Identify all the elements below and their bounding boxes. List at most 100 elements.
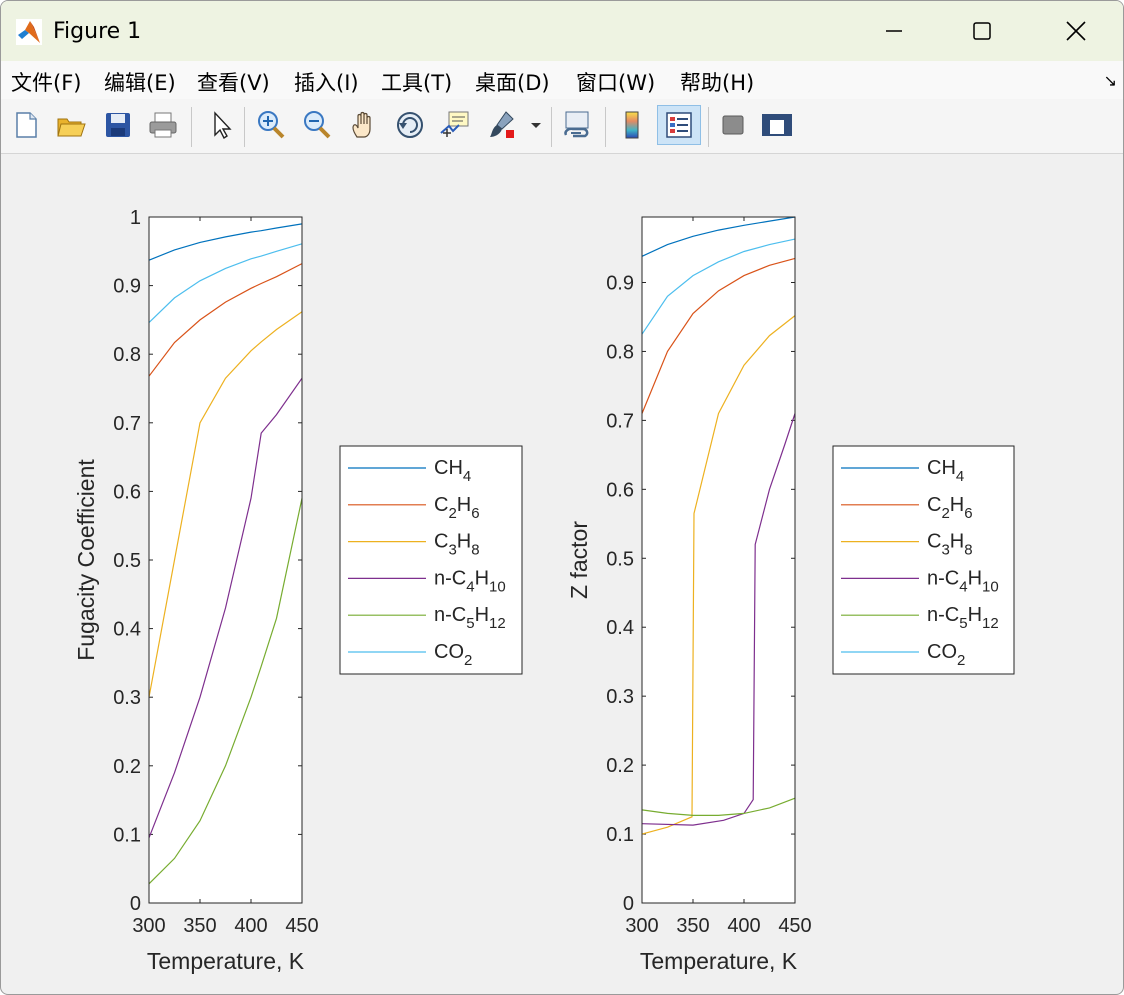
- y-tick-label: 0.1: [113, 824, 141, 846]
- close-button[interactable]: [1053, 15, 1099, 47]
- colorbar-icon[interactable]: [614, 107, 650, 143]
- open-file-icon[interactable]: [53, 107, 89, 143]
- y-tick-label: 0.2: [606, 755, 634, 777]
- show-plot-tools-icon[interactable]: [759, 107, 795, 143]
- pan-hand-icon[interactable]: [346, 107, 382, 143]
- x-tick-label: 450: [285, 915, 318, 937]
- menu-desktop[interactable]: 桌面(D): [475, 71, 550, 95]
- y-tick-label: 0.3: [606, 686, 634, 708]
- series-line-nC5H12: [641, 797, 796, 817]
- legend-entry-CH4: CH4: [927, 457, 964, 485]
- hide-plot-tools-icon[interactable]: [715, 107, 751, 143]
- x-tick-label: 400: [234, 915, 267, 937]
- data-cursor-icon[interactable]: [437, 107, 473, 143]
- menu-tools[interactable]: 工具(T): [381, 71, 453, 95]
- y-tick-label: 0.2: [113, 756, 141, 778]
- legend-entry-nC4H10: n-C4H10: [927, 567, 999, 595]
- toolbar-separator: [244, 107, 245, 147]
- y-tick-label: 0.8: [606, 341, 634, 363]
- y-tick-label: 0.1: [606, 824, 634, 846]
- legend-entry-CO2: CO2: [927, 641, 965, 669]
- menu-help[interactable]: 帮助(H): [680, 71, 755, 95]
- series-line-CO2: [148, 243, 303, 324]
- print-icon[interactable]: [145, 107, 181, 143]
- y-axis-label: Z factor: [566, 521, 592, 599]
- link-plot-icon[interactable]: [560, 107, 596, 143]
- y-tick-label: 0.4: [113, 619, 141, 641]
- y-tick-label: 0.8: [113, 344, 141, 366]
- minimize-button[interactable]: [871, 15, 917, 47]
- series-line-nC4H10: [641, 413, 796, 826]
- y-tick-label: 0.7: [606, 410, 634, 432]
- y-tick-label: 0.7: [113, 413, 141, 435]
- legend-entry-C2H6: C2H6: [927, 494, 973, 522]
- zoom-in-icon[interactable]: [253, 107, 289, 143]
- x-tick-label: 300: [625, 915, 658, 937]
- series-line-C2H6: [641, 257, 796, 414]
- menu-insert[interactable]: 插入(I): [294, 71, 359, 95]
- y-tick-label: 0.9: [606, 272, 634, 294]
- figure-canvas: 0 0.1 0.2 0.3 0.4 0.5 0.6 0.7 0.8 0.9 1 300 350 400 45…: [1, 154, 1123, 994]
- y-tick-label: 0.4: [606, 617, 634, 639]
- brush-dropdown-arrow-icon[interactable]: [526, 107, 546, 143]
- legend-icon[interactable]: [657, 105, 701, 145]
- y-tick-label: 0: [623, 893, 634, 915]
- new-figure-icon[interactable]: [8, 107, 44, 143]
- legend-entry-nC4H10: n-C4H10: [434, 567, 506, 595]
- axes-box: [148, 216, 303, 904]
- legend-entry-C3H8: C3H8: [434, 531, 480, 559]
- series-line-nC5H12: [148, 498, 303, 885]
- figure-plots: 0 0.1 0.2 0.3 0.4 0.5 0.6 0.7 0.8 0.9 1 300 350 400 45…: [73, 207, 1015, 974]
- menu-file[interactable]: 文件(F): [11, 71, 82, 95]
- series-line-CO2: [641, 238, 796, 335]
- y-tick-label: 0.5: [606, 548, 634, 570]
- y-tick-label: 0.6: [113, 481, 141, 503]
- toolbar: [1, 99, 1123, 154]
- select-arrow-icon[interactable]: [202, 107, 238, 143]
- menu-edit[interactable]: 编辑(E): [104, 71, 176, 95]
- plot-area: [149, 217, 302, 903]
- y-tick-label: 0.9: [113, 276, 141, 298]
- chart-2: 0 0.1 0.2 0.3 0.4 0.5 0.6 0.7 0.8 0.9 300 350 400 450…: [566, 216, 1015, 974]
- x-axis-label: Temperature, K: [640, 948, 798, 974]
- legend-box: [832, 445, 1015, 675]
- legend-box: [339, 445, 523, 675]
- x-tick-label: 400: [727, 915, 760, 937]
- y-axis-label: Fugacity Coefficient: [73, 459, 99, 661]
- x-tick-label: 350: [676, 915, 709, 937]
- menu-window[interactable]: 窗口(W): [576, 71, 656, 95]
- series-line-C2H6: [148, 263, 303, 377]
- y-tick-label: 0.6: [606, 479, 634, 501]
- x-tick-label: 300: [132, 915, 165, 937]
- x-tick-label: 450: [778, 915, 811, 937]
- legend-entry-CO2: CO2: [434, 641, 472, 669]
- title-bar[interactable]: Figure 1: [1, 1, 1123, 61]
- rotate-3d-icon[interactable]: [392, 107, 428, 143]
- toolbar-separator: [708, 107, 709, 147]
- zoom-out-icon[interactable]: [299, 107, 335, 143]
- toolbar-separator: [551, 107, 552, 147]
- series-line-CH4: [148, 223, 303, 261]
- series-line-CH4: [641, 216, 796, 257]
- series-line-C3H8: [641, 315, 796, 835]
- y-tick-label: 0: [130, 893, 141, 915]
- y-tick-label: 0.3: [113, 687, 141, 709]
- maximize-button[interactable]: [959, 15, 1005, 47]
- legend-entry-C3H8: C3H8: [927, 531, 973, 559]
- x-tick-label: 350: [183, 915, 216, 937]
- legend: CH4 C2H6 C3H8 n-C4H10 n-C5H12 CO2: [832, 445, 1015, 675]
- brush-icon[interactable]: [484, 107, 520, 143]
- legend-entry-nC5H12: n-C5H12: [927, 604, 999, 632]
- series-line-nC4H10: [148, 377, 303, 839]
- save-icon[interactable]: [100, 107, 136, 143]
- menu-view[interactable]: 查看(V): [197, 71, 270, 95]
- legend: CH4 C2H6 C3H8 n-C4H10 n-C5H12 CO2: [339, 445, 523, 675]
- y-tick-label: 1: [130, 207, 141, 229]
- legend-entry-nC5H12: n-C5H12: [434, 604, 506, 632]
- toolbar-separator: [191, 107, 192, 147]
- plot-area: [642, 217, 795, 903]
- dock-arrow-icon[interactable]: ↘: [1103, 73, 1117, 90]
- window-title: Figure 1: [53, 19, 142, 44]
- axes-box: [641, 216, 796, 904]
